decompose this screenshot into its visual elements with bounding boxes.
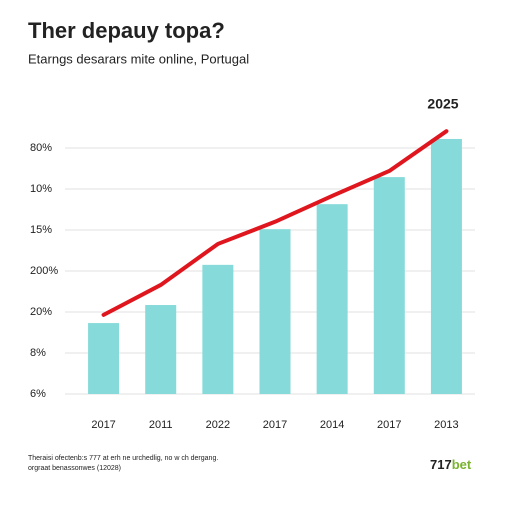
x-tick-label: 2017 (263, 419, 287, 431)
x-tick-label: 2014 (320, 419, 344, 431)
line (101, 129, 449, 317)
bar (316, 204, 348, 394)
y-tick-label: 80% (30, 142, 52, 154)
bar (145, 305, 177, 394)
footnote: orgraat benassonwes (12028) (28, 465, 121, 472)
logo-number: 717 (430, 457, 452, 472)
x-tick-label: 2017 (91, 419, 115, 431)
y-tick-label: 20% (30, 306, 52, 318)
y-tick-label: 200% (30, 265, 58, 277)
bar (430, 138, 462, 394)
bar (373, 177, 405, 394)
y-tick-label: 6% (30, 388, 46, 400)
x-tick-label: 2022 (206, 419, 230, 431)
annotation: 2025 (427, 96, 458, 112)
y-tick-label: 15% (30, 224, 52, 236)
chart-subtitle: Etarngs desarars mite online, Portugal (28, 51, 249, 66)
bar (88, 323, 120, 394)
logo-word: bet (452, 457, 472, 472)
y-tick-label: 8% (30, 347, 46, 359)
x-tick-label: 2017 (377, 419, 401, 431)
bar (202, 264, 234, 394)
bar (259, 229, 291, 394)
logo: 717bet (430, 457, 472, 472)
x-tick-label: 2011 (149, 419, 173, 431)
footnote: Theraisi ofectenb:s 777 at erh ne urched… (28, 455, 218, 462)
y-tick-label: 10% (30, 183, 52, 195)
chart-title: Ther depauy topa? (28, 18, 225, 43)
x-tick-label: 2013 (434, 419, 458, 431)
